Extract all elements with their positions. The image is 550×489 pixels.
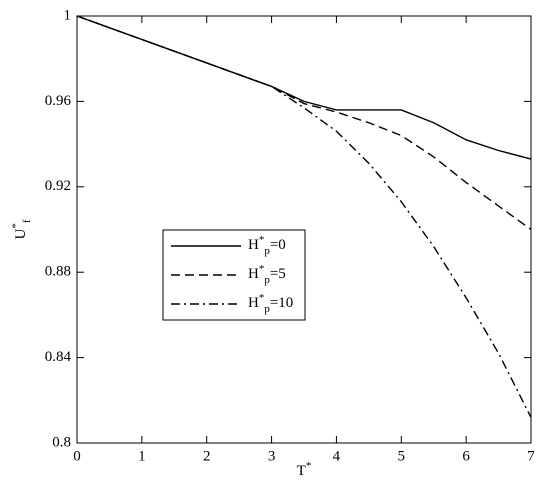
y-axis-label: U*f​ bbox=[10, 219, 33, 239]
y-tick-label: 0.8 bbox=[52, 434, 71, 450]
y-tick-label: 0.92 bbox=[45, 178, 71, 194]
line-series bbox=[76, 15, 532, 231]
x-tick-label: 1 bbox=[138, 448, 146, 464]
x-tick-label: 7 bbox=[527, 448, 535, 464]
legend-label: H*p=0 bbox=[248, 234, 286, 257]
line-series bbox=[76, 15, 532, 160]
y-tick-label: 0.88 bbox=[45, 264, 71, 280]
x-axis-label: T* bbox=[297, 460, 312, 480]
x-tick-label: 3 bbox=[268, 448, 276, 464]
y-tick-label: 0.84 bbox=[45, 349, 72, 365]
legend-label: H*p=5 bbox=[248, 263, 286, 286]
x-tick-label: 2 bbox=[203, 448, 211, 464]
line-series bbox=[76, 15, 532, 418]
y-tick-label: 0.96 bbox=[45, 93, 72, 109]
x-tick-label: 6 bbox=[462, 448, 470, 464]
x-tick-label: 4 bbox=[333, 448, 341, 464]
x-tick-label: 0 bbox=[73, 448, 81, 464]
x-tick-label: 5 bbox=[398, 448, 406, 464]
legend-label: H*p=10 bbox=[248, 292, 293, 315]
y-tick-label: 1 bbox=[64, 7, 72, 23]
